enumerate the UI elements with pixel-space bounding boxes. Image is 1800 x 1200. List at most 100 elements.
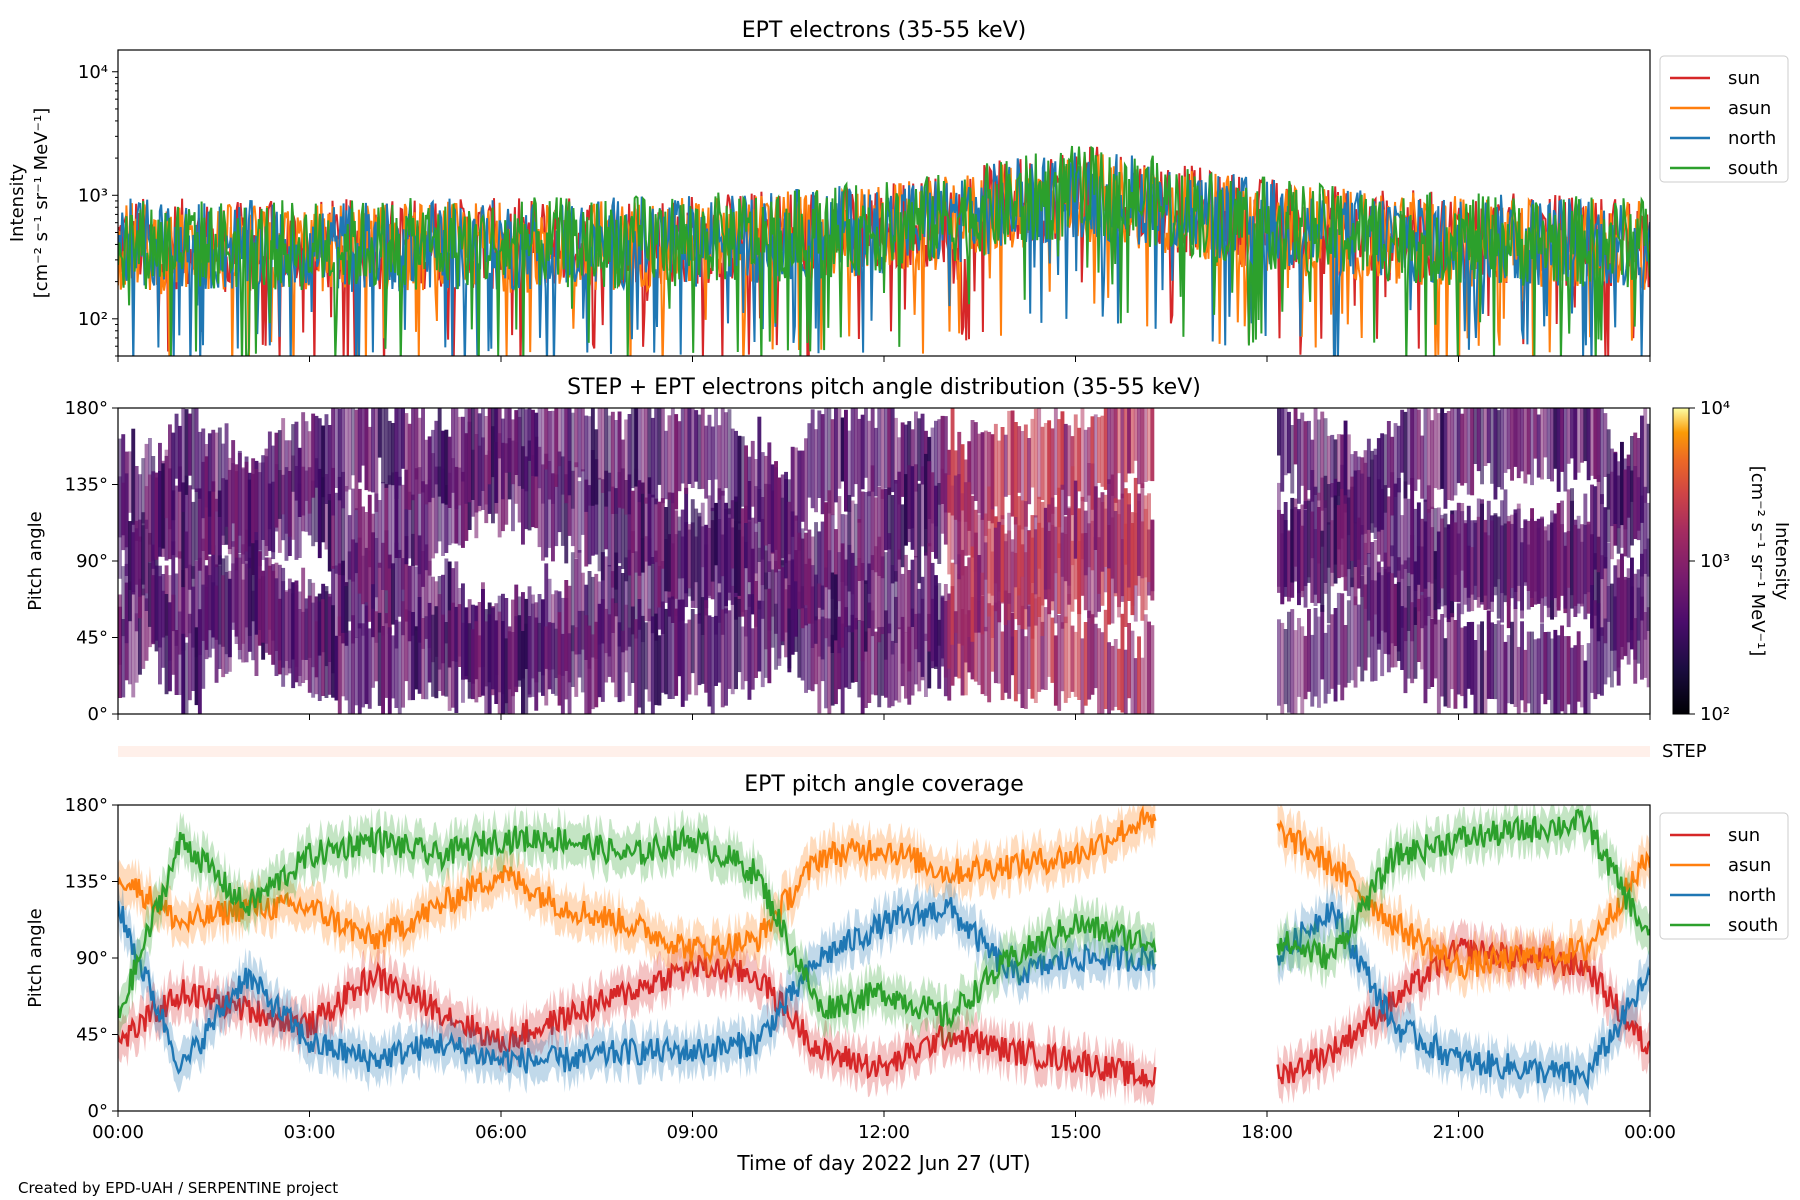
heatmap-cell [617,565,622,647]
heatmap-cell [587,625,592,714]
heatmap-cell [1530,408,1534,486]
heatmap-cell [307,595,312,693]
heatmap-cell [877,486,882,576]
heatmap-cell [1150,625,1155,714]
heatmap-cell [910,559,915,627]
heatmap-cell [667,415,672,500]
heatmap-cell [1050,497,1055,602]
heatmap-cell [431,614,435,697]
heatmap-cell [617,411,622,508]
heatmap-cell [491,607,495,690]
heatmap-cell [1336,434,1341,497]
heatmap-cell [1390,436,1395,516]
pad-axes-frame [117,407,1651,715]
heatmap-cell [960,549,965,646]
heatmap-cell [860,414,865,490]
heatmap-cell [214,432,219,512]
heatmap-cell [987,431,992,521]
heatmap-cell [1616,577,1621,686]
heatmap-cell [897,471,902,560]
heatmap-cell [1540,623,1544,694]
heatmap-cell [877,536,882,643]
heatmap-cell [1583,493,1588,595]
heatmap-cell [927,543,932,652]
heatmap-cell [1373,580,1378,681]
heatmap-cell [534,412,539,477]
heatmap-cell [1117,499,1121,608]
heatmap-cell [194,408,199,492]
heatmap-cell [1007,512,1012,604]
heatmap-cell [860,620,865,714]
heatmap-cell [131,590,136,698]
heatmap-cell [1583,408,1588,462]
x-tick-label: 06:00 [475,1122,527,1143]
heatmap-cell [1543,632,1548,705]
heatmap-cell [1127,408,1131,474]
heatmap-cell [1097,497,1101,594]
heatmap-cell [1150,519,1155,592]
heatmap-cell [1450,408,1455,501]
heatmap-cell [820,414,825,515]
colorbar-tick-label: 10⁴ [1700,398,1730,419]
heatmap-cell [904,632,908,699]
heatmap-cell [194,488,199,561]
heatmap-cell [610,411,615,514]
heatmap-cell [247,472,252,569]
intensity-panel-title: EPT electrons (35-55 keV) [742,18,1027,43]
heatmap-cell [444,622,449,697]
heatmap-cell [1476,624,1481,714]
heatmap-cell [327,494,332,572]
heatmap-cell [814,522,818,621]
heatmap-cell [1117,408,1121,474]
heatmap-cell [1510,514,1514,588]
heatmap-cell [1606,586,1611,678]
heatmap-cell [724,608,728,706]
heatmap-cell [804,532,808,606]
heatmap-cell [1080,408,1085,502]
heatmap-cell [1560,625,1564,712]
heatmap-cell [294,466,299,560]
heatmap-cell [1593,408,1598,480]
heatmap-cell [197,609,202,714]
heatmap-cell [597,603,602,698]
heatmap-cell [1496,620,1501,714]
heatmap-cell [1436,413,1441,490]
heatmap-cell [1396,478,1401,571]
heatmap-cell [501,621,505,714]
heatmap-cell [970,495,975,558]
heatmap-cell [1556,635,1561,714]
heatmap-cell [1030,593,1035,699]
x-tick-label: 15:00 [1050,1122,1102,1143]
heatmap-cell [494,620,499,704]
heatmap-cell [1040,426,1045,500]
heatmap-cell [990,434,995,524]
heatmap-cell [824,502,828,588]
heatmap-cell [857,620,862,698]
heatmap-cell [128,451,132,513]
heatmap-cell [844,559,848,627]
heatmap-cell [1386,421,1391,488]
heatmap-cell [957,474,962,580]
heatmap-cell [1623,469,1628,557]
heatmap-cell [414,468,419,566]
heatmap-cell [1543,526,1548,597]
heatmap-cell [630,531,635,635]
heatmap-cell [704,425,709,499]
heatmap-cell [128,581,132,685]
heatmap-cell [960,444,965,511]
heatmap-cell [231,541,236,623]
heatmap-cell [770,464,775,553]
x-tick-label: 21:00 [1433,1122,1485,1143]
heatmap-cell [1097,628,1101,714]
heatmap-cell [717,592,722,683]
heatmap-cell [547,411,552,500]
heatmap-cell [624,419,629,515]
heatmap-cell [118,594,122,665]
coverage-legend[interactable]: sun asun north south [1659,812,1789,940]
heatmap-cell [640,408,645,494]
heatmap-cell [1440,614,1445,697]
heatmap-cell [730,500,735,569]
intensity-legend[interactable]: sun asun north south [1659,55,1789,183]
heatmap-cell [177,466,182,559]
heatmap-cell [654,550,659,641]
